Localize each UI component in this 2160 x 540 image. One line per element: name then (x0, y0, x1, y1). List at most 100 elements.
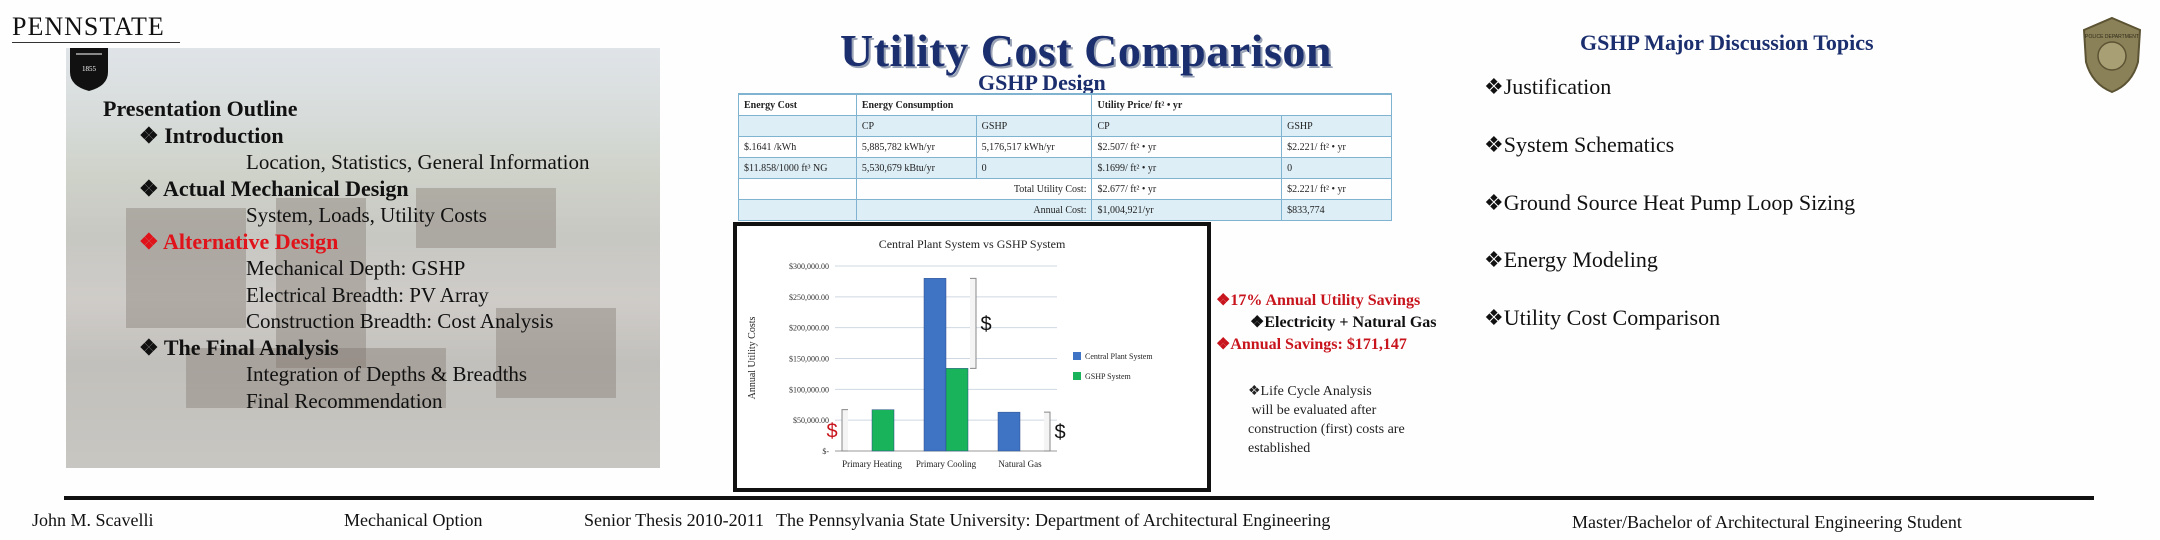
footer-option: Mechanical Option (344, 510, 483, 530)
table-cell: $11.858/1000 ft³ NG (738, 157, 857, 179)
shield-year: 1855 (82, 65, 97, 73)
table-cell: 0 (1281, 157, 1392, 179)
background-photo (66, 48, 660, 468)
topic-item: ❖System Schematics (1484, 132, 1675, 157)
bar-central-plant-system (997, 411, 1021, 452)
table-cell (738, 115, 857, 137)
table-cell: $.1641 /kWh (738, 136, 857, 158)
table-row: $11.858/1000 ft³ NG 5,530,679 kBtu/yr 0 … (738, 157, 1392, 179)
outline-heading: Presentation Outline (103, 96, 298, 121)
outline-item: Integration of Depths & Breadths (246, 362, 528, 386)
legend-swatch (1073, 352, 1081, 360)
annual-savings: ❖Annual Savings: $171,147 (1216, 336, 1407, 353)
x-category-label: Primary Cooling (916, 459, 977, 469)
table-cell: $.1699/ ft² • yr (1091, 157, 1283, 179)
pennstate-shield-icon: 1855 (70, 48, 108, 91)
footer-thesis: Senior Thesis 2010-2011 (584, 510, 764, 530)
page-title: Utility Cost Comparison (840, 25, 1332, 76)
life-cycle-note: ❖Life Cycle Analysis will be evaluated a… (1248, 382, 1405, 458)
table-header-row: Energy Cost Energy Consumption Utility P… (738, 93, 1392, 116)
footer-university: The Pennsylvania State University: Depar… (776, 510, 1331, 530)
table-cell: 5,885,782 kWh/yr (855, 136, 977, 158)
outline-section-final-analysis: ❖ The Final Analysis (139, 334, 339, 360)
y-tick-label: $- (822, 447, 829, 456)
total-cp: $2.677/ ft² • yr (1091, 178, 1283, 200)
y-tick-label: $50,000.00 (793, 416, 829, 425)
y-tick-label: $150,000.00 (789, 355, 829, 364)
table-cell: 0 (975, 157, 1093, 179)
pennstate-logo: PENNSTATE (12, 12, 165, 41)
savings-percent: ❖17% Annual Utility Savings (1216, 292, 1421, 309)
topic-item: ❖Justification (1484, 74, 1612, 99)
table-cell (738, 199, 857, 221)
outline-section-introduction: ❖ Introduction (139, 122, 284, 148)
footer-rule (64, 496, 2094, 500)
utility-cost-table: Energy Cost Energy Consumption Utility P… (738, 93, 1392, 221)
outline-section-alternative-design: ❖ Alternative Design (139, 228, 339, 254)
table-header: Energy Cost (738, 93, 857, 116)
outline-item: Electrical Breadth: PV Array (246, 282, 489, 307)
x-category-label: Primary Heating (842, 459, 902, 469)
table-cell: CP (855, 115, 977, 137)
topic-item: ❖Ground Source Heat Pump Loop Sizing (1484, 190, 1856, 215)
lca-line: construction (first) costs are (1248, 422, 1405, 437)
total-gshp: $2.221/ ft² • yr (1281, 178, 1392, 200)
badge-text: POLICE DEPARTMENT (2085, 34, 2139, 40)
table-cell: CP (1091, 115, 1283, 137)
table-subheader-row: CP GSHP CP GSHP (738, 115, 1392, 137)
presentation-outline: Presentation Outline ❖ Introduction Loca… (103, 96, 590, 414)
legend-swatch (1073, 372, 1081, 380)
topic-item: ❖Utility Cost Comparison (1484, 305, 1721, 330)
savings-dollar-annotation: $ (826, 420, 837, 442)
outline-section-actual-design: ❖ Actual Mechanical Design (139, 175, 409, 201)
y-axis-label: Annual Utility Costs (747, 317, 758, 400)
page-subtitle: GSHP Design (978, 70, 1106, 95)
topics-heading: GSHP Major Discussion Topics (1580, 30, 1874, 55)
outline-item: Final Recommendation (246, 388, 443, 413)
table-header: Energy Consumption (855, 93, 1093, 116)
utility-cost-chart: Central Plant System vs GSHP System $- $50… (733, 222, 1211, 492)
table-cell: $2.507/ ft² • yr (1091, 136, 1283, 158)
topic-item: ❖Energy Modeling (1484, 247, 1658, 272)
bar-gshp-system (945, 368, 969, 452)
annual-gshp: $833,774 (1281, 199, 1392, 221)
bar-gshp-system (871, 409, 895, 452)
table-cell: GSHP (1281, 115, 1392, 137)
table-row: $.1641 /kWh 5,885,782 kWh/yr 5,176,517 k… (738, 136, 1392, 158)
savings-bracket (841, 409, 848, 452)
outline-item: Location, Statistics, General Informatio… (246, 150, 590, 174)
y-tick-label: $200,000.00 (789, 324, 829, 333)
footer-degree: Master/Bachelor of Architectural Enginee… (1572, 512, 1962, 532)
table-cell: 5,176,517 kWh/yr (975, 136, 1093, 158)
legend-label: Central Plant System (1085, 352, 1153, 361)
table-cell: 5,530,679 kBtu/yr (855, 157, 977, 179)
lca-line: ❖Life Cycle Analysis (1248, 384, 1372, 399)
outline-item: Construction Breadth: Cost Analysis (246, 309, 554, 333)
savings-bracket (1044, 411, 1051, 452)
police-badge-icon: POLICE DEPARTMENT (2082, 16, 2142, 94)
outline-item: Mechanical Depth: GSHP (246, 256, 466, 280)
y-tick-label: $100,000.00 (789, 385, 829, 394)
annual-cp: $1,004,921/yr (1091, 199, 1283, 221)
y-tick-label: $250,000.00 (789, 293, 829, 302)
savings-bracket (970, 277, 977, 369)
lca-line: will be evaluated after (1248, 403, 1377, 418)
logo-divider (12, 42, 180, 43)
table-cell: GSHP (975, 115, 1093, 137)
outline-item: System, Loads, Utility Costs (246, 203, 487, 227)
table-annual-row: Annual Cost: $1,004,921/yr $833,774 (738, 199, 1392, 221)
bar-central-plant-system (923, 278, 947, 452)
table-cell: $2.221/ ft² • yr (1281, 136, 1392, 158)
table-cell (738, 178, 857, 200)
legend-label: GSHP System (1085, 372, 1131, 381)
table-total-row: Total Utility Cost: $2.677/ ft² • yr $2.… (738, 178, 1392, 200)
y-tick-label: $300,000.00 (789, 262, 829, 271)
lca-line: established (1248, 441, 1311, 456)
chart-title: Central Plant System vs GSHP System (879, 237, 1066, 251)
annual-label: Annual Cost: (855, 199, 1093, 221)
savings-source: ❖Electricity + Natural Gas (1250, 314, 1437, 331)
chart-svg: Central Plant System vs GSHP System $- $50… (747, 237, 1153, 469)
table-header: Utility Price/ ft² • yr (1091, 93, 1392, 116)
footer-name: John M. Scavelli (32, 510, 154, 530)
total-label: Total Utility Cost: (855, 178, 1093, 200)
